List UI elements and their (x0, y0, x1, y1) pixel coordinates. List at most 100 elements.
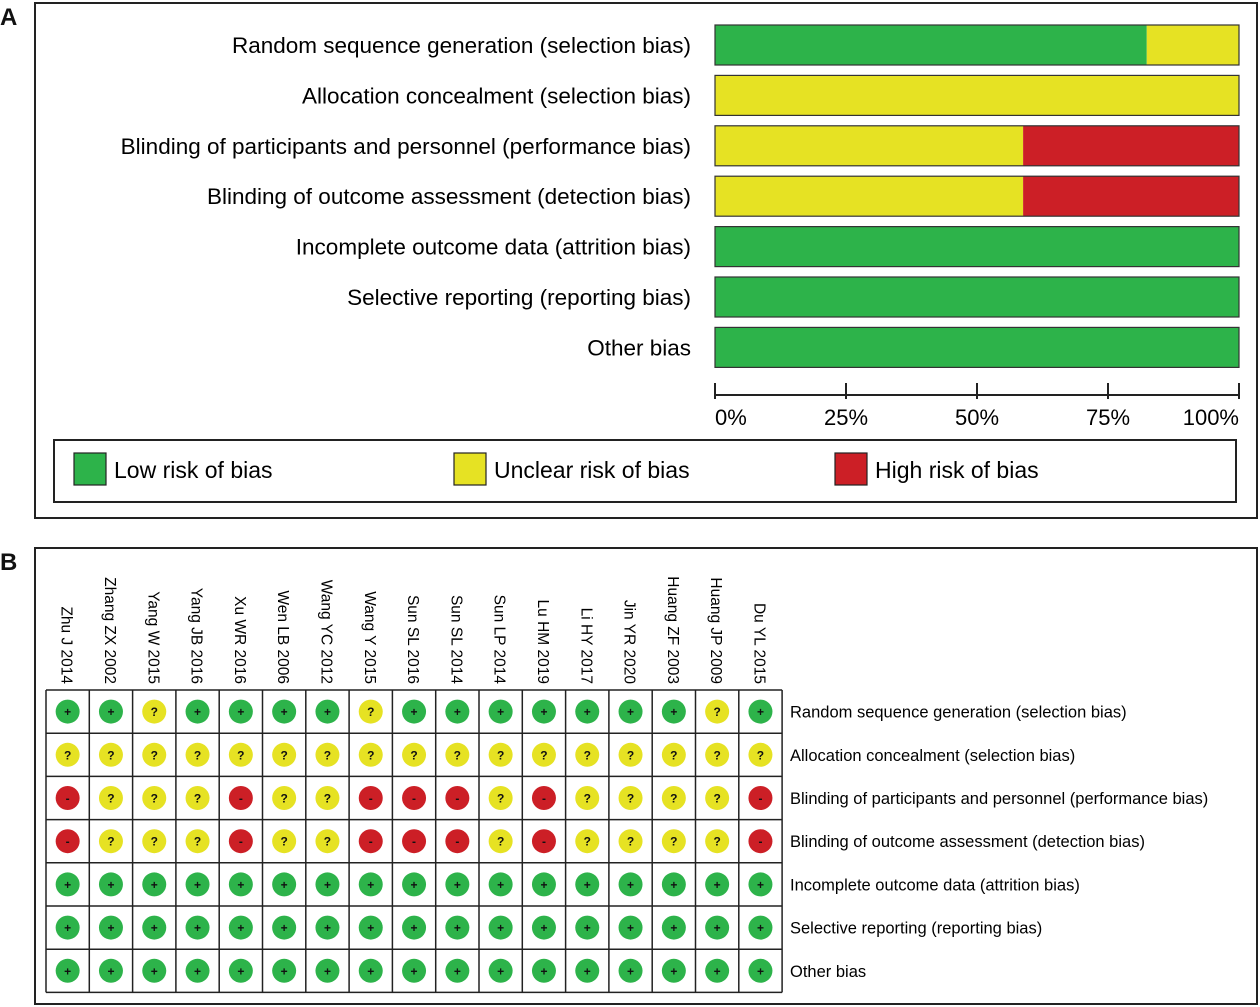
judgement-symbol: ? (280, 748, 287, 762)
judgement-symbol: + (107, 705, 114, 719)
judgement-symbol: + (540, 964, 547, 978)
judgement-symbol: ? (194, 792, 201, 806)
judgement-symbol: ? (627, 792, 634, 806)
judgement-unclear: ? (358, 742, 383, 767)
study-header: Li HY 2017 (577, 608, 594, 684)
study-header: Sun LP 2014 (491, 595, 508, 685)
judgement-symbol: + (411, 921, 418, 935)
judgement-dot (618, 742, 643, 767)
category-label: Selective reporting (reporting bias) (347, 285, 691, 310)
judgement-dot (402, 872, 427, 897)
judgement-dot (705, 958, 730, 983)
judgement-dot (488, 915, 513, 940)
judgement-dot (98, 699, 123, 724)
judgement-dot (445, 958, 470, 983)
judgement-symbol: ? (151, 835, 158, 849)
judgement-low: + (272, 915, 297, 940)
judgement-symbol: ? (584, 835, 591, 849)
bar-segment-high (1023, 176, 1239, 217)
judgement-low: + (185, 915, 210, 940)
judgement-symbol: ? (670, 792, 677, 806)
judgement-dot (98, 829, 123, 854)
domain-label: Incomplete outcome data (attrition bias) (790, 876, 1080, 894)
judgement-symbol: + (237, 964, 244, 978)
judgement-low: + (142, 958, 167, 983)
judgement-low: + (228, 958, 253, 983)
study-header: Xu WR 2016 (231, 596, 248, 684)
judgement-unclear: ? (185, 829, 210, 854)
judgement-dot (142, 829, 167, 854)
study-header: Wen LB 2006 (274, 590, 291, 684)
judgement-low: + (748, 958, 773, 983)
judgement-dot (705, 786, 730, 810)
judgement-low: + (575, 699, 600, 724)
judgement-symbol: + (237, 705, 244, 719)
judgement-dot (228, 829, 253, 854)
judgement-unclear: ? (98, 829, 123, 854)
judgement-dot (402, 699, 427, 724)
judgement-dot (445, 915, 470, 940)
judgement-symbol: + (194, 921, 201, 935)
judgement-dot (575, 915, 600, 940)
judgement-dot (55, 742, 80, 767)
judgement-dot (661, 742, 686, 767)
judgement-dot (98, 958, 123, 983)
study-header: Sun SL 2016 (404, 595, 421, 684)
judgement-symbol: + (497, 705, 504, 719)
judgement-symbol: ? (194, 748, 201, 762)
judgement-dot (358, 872, 383, 897)
judgement-dot (575, 829, 600, 854)
judgement-symbol: + (64, 921, 71, 935)
judgement-dot (748, 829, 773, 854)
judgement-unclear: ? (98, 742, 123, 767)
judgement-symbol: + (714, 921, 721, 935)
judgement-dot (185, 786, 210, 810)
judgement-dot (272, 915, 297, 940)
judgement-symbol: + (670, 705, 677, 719)
judgement-symbol: ? (497, 792, 504, 806)
judgement-symbol: ? (670, 748, 677, 762)
judgement-dot (402, 742, 427, 767)
judgement-dot (488, 742, 513, 767)
judgement-symbol: + (627, 921, 634, 935)
judgement-symbol: + (151, 921, 158, 935)
judgement-low: + (748, 872, 773, 897)
study-header: Zhang ZX 2002 (101, 577, 118, 684)
judgement-unclear: ? (358, 699, 383, 724)
judgement-symbol: + (627, 878, 634, 892)
judgement-dot (358, 958, 383, 983)
domain-label: Other bias (790, 963, 866, 981)
judgement-symbol: - (369, 835, 373, 849)
judgement-low: + (185, 699, 210, 724)
legend-unclear-label: Unclear risk of bias (494, 457, 690, 483)
judgement-dot (55, 872, 80, 897)
judgement-dot (402, 915, 427, 940)
judgement-dot (531, 915, 556, 940)
judgement-low: + (272, 699, 297, 724)
judgement-symbol: + (627, 964, 634, 978)
judgement-low: + (228, 872, 253, 897)
judgement-dot (402, 829, 427, 854)
judgement-low: + (402, 915, 427, 940)
judgement-symbol: ? (194, 835, 201, 849)
judgement-symbol: + (454, 878, 461, 892)
judgement-symbol: ? (713, 835, 720, 849)
judgement-symbol: - (66, 792, 70, 806)
judgement-dot (575, 742, 600, 767)
judgement-symbol: - (66, 835, 70, 849)
judgement-dot (315, 742, 340, 767)
risk-of-bias-table: Zhu J 2014 Zhang ZX 2002 Yang W 2015 Yang J… (45, 576, 1208, 994)
judgement-dot (228, 872, 253, 897)
judgement-dot (142, 699, 167, 724)
x-tick-label: 0% (715, 405, 747, 430)
study-header: Lu HM 2019 (534, 600, 551, 684)
judgement-dot (142, 786, 167, 810)
judgement-symbol: + (64, 964, 71, 978)
judgement-symbol: + (151, 964, 158, 978)
judgement-symbol: + (107, 878, 114, 892)
judgement-low: + (402, 958, 427, 983)
domain-label: Allocation concealment (selection bias) (790, 747, 1075, 765)
judgement-dot (445, 699, 470, 724)
judgement-low: + (445, 915, 470, 940)
judgement-low: + (661, 915, 686, 940)
